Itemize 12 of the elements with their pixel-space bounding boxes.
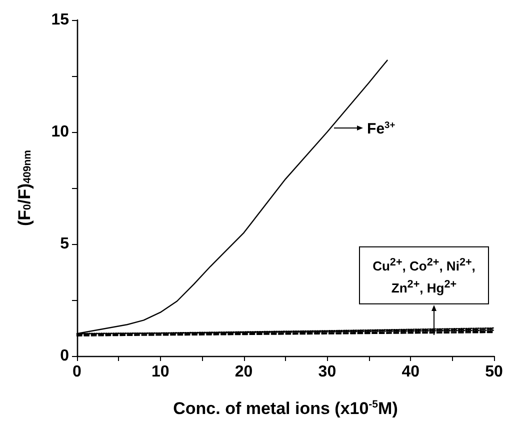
y-tick-label: 10 [51, 124, 70, 140]
y-tick-label: 15 [51, 12, 70, 28]
x-tick-label: 40 [402, 364, 420, 380]
y-tick-label: 5 [60, 236, 70, 252]
x-tick-label: 50 [485, 364, 503, 380]
x-tick-label: 20 [234, 364, 253, 380]
x-tick-label: 30 [318, 364, 336, 380]
x-tick-label: 0 [72, 364, 82, 380]
y-axis-title: (F0/F)409nm [15, 150, 34, 226]
x-tick-label: 10 [152, 364, 170, 380]
y-tick-label: 0 [60, 348, 70, 364]
text: Cu$^{2+}$, Co$^{2+}$, Ni$^{2+}$, Zn$^{2+}$, Hg$^{2+}$ [372, 256, 476, 296]
